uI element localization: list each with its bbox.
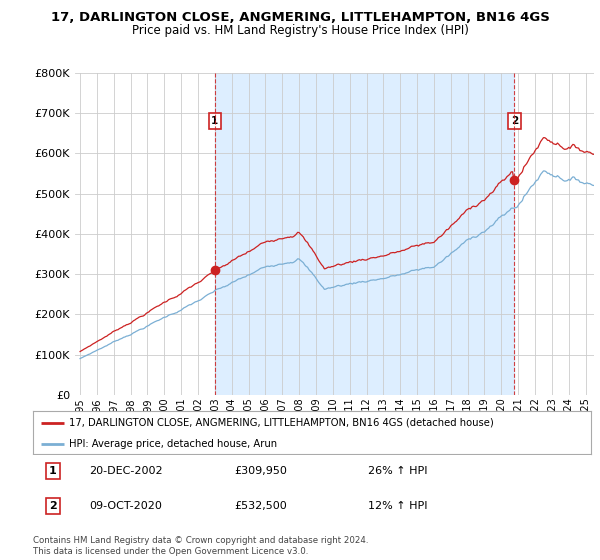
Text: Contains HM Land Registry data © Crown copyright and database right 2024.
This d: Contains HM Land Registry data © Crown c… (33, 536, 368, 556)
Text: 12% ↑ HPI: 12% ↑ HPI (368, 501, 427, 511)
Text: 20-DEC-2002: 20-DEC-2002 (89, 466, 163, 475)
Text: £309,950: £309,950 (234, 466, 287, 475)
Text: Price paid vs. HM Land Registry's House Price Index (HPI): Price paid vs. HM Land Registry's House … (131, 24, 469, 36)
Text: 2: 2 (49, 501, 56, 511)
Text: HPI: Average price, detached house, Arun: HPI: Average price, detached house, Arun (69, 439, 277, 449)
Text: 26% ↑ HPI: 26% ↑ HPI (368, 466, 427, 475)
Bar (215, 73, 514, 395)
Text: 09-OCT-2020: 09-OCT-2020 (89, 501, 161, 511)
Text: 1: 1 (49, 466, 56, 475)
Text: 2: 2 (511, 116, 518, 126)
Text: 17, DARLINGTON CLOSE, ANGMERING, LITTLEHAMPTON, BN16 4GS (detached house): 17, DARLINGTON CLOSE, ANGMERING, LITTLEH… (69, 418, 494, 428)
Text: £532,500: £532,500 (234, 501, 287, 511)
Text: 17, DARLINGTON CLOSE, ANGMERING, LITTLEHAMPTON, BN16 4GS: 17, DARLINGTON CLOSE, ANGMERING, LITTLEH… (50, 11, 550, 24)
Text: 1: 1 (211, 116, 218, 126)
